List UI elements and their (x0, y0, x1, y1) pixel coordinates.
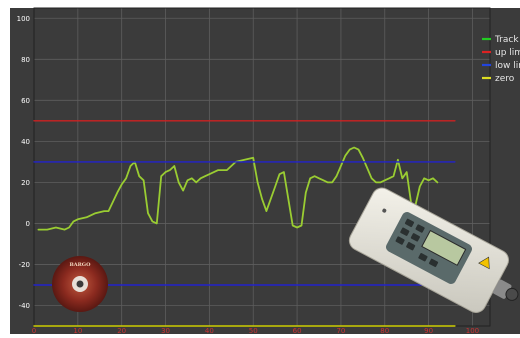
device-button (418, 253, 428, 262)
x-tick-label: 10 (73, 327, 82, 335)
cd-hole (76, 280, 84, 288)
x-tick-label: 90 (424, 327, 433, 335)
cd-label: BARGO (70, 262, 92, 268)
y-tick-label: -40 (19, 302, 30, 310)
x-tick-label: 70 (336, 327, 345, 335)
force-gauge-device-image (348, 187, 519, 313)
y-tick-label: 80 (21, 56, 30, 64)
y-tick-label: -20 (19, 261, 30, 269)
software-cd-image: BARGO (52, 256, 108, 312)
series-lines (33, 120, 456, 327)
x-axis-ticks: 0 10 20 30 40 50 60 70 80 90 100 (32, 327, 479, 335)
legend-label: Track (494, 35, 519, 45)
y-tick-label: 100 (17, 15, 30, 23)
series-line-track (37, 146, 439, 231)
x-tick-label: 20 (117, 327, 126, 335)
x-tick-label: 100 (466, 327, 479, 335)
legend-item[interactable]: Track (482, 35, 519, 45)
legend-label: low lim (495, 61, 520, 71)
legend-item[interactable]: low lim (482, 61, 520, 71)
device-button (410, 233, 420, 242)
y-tick-label: 20 (21, 179, 30, 187)
legend[interactable]: Track up lim low lim zero (482, 35, 520, 84)
device-port (382, 208, 387, 213)
y-tick-label: 0 (26, 220, 30, 228)
device-button (404, 218, 415, 228)
x-tick-label: 40 (205, 327, 214, 335)
y-axis-ticks: 100 80 60 40 20 0 -20 -40 (17, 15, 30, 310)
x-tick-label: 80 (380, 327, 389, 335)
x-tick-label: 0 (32, 327, 36, 335)
y-tick-label: 40 (21, 138, 30, 146)
y-tick-label: 60 (21, 97, 30, 105)
device-button (395, 236, 405, 245)
legend-item[interactable]: zero (482, 74, 515, 84)
device-button (400, 227, 410, 236)
warning-triangle-icon (478, 256, 490, 270)
x-tick-label: 60 (293, 327, 302, 335)
device-button (415, 224, 425, 233)
legend-label: up lim (495, 48, 520, 58)
device-lcd (421, 229, 467, 266)
device-probe-tip (505, 287, 519, 301)
legend-label: zero (495, 74, 515, 84)
x-tick-label: 50 (249, 327, 258, 335)
legend-item[interactable]: up lim (482, 48, 520, 58)
x-tick-label: 30 (161, 327, 170, 335)
device-button (406, 242, 416, 251)
device-button (428, 258, 439, 268)
